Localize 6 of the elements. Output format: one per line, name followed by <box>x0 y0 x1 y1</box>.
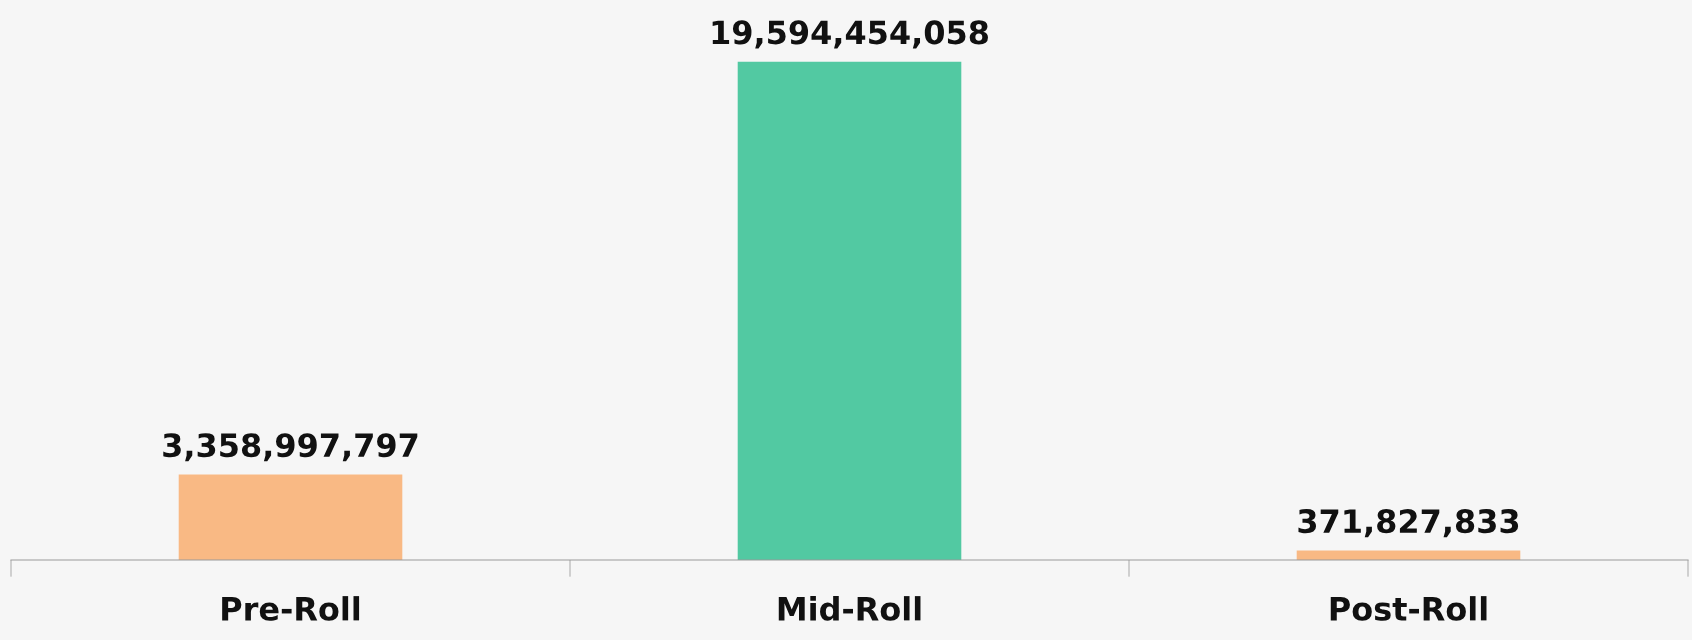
x-tick-label: Post-Roll <box>1330 596 1487 621</box>
x-tick-label: Mid-Roll <box>778 596 921 621</box>
data-label: 19,594,454,058 <box>712 20 988 49</box>
data-label: 3,358,997,797 <box>163 433 418 462</box>
x-tick-label: Pre-Roll <box>222 596 360 621</box>
data-label: 371,827,833 <box>1298 509 1519 538</box>
